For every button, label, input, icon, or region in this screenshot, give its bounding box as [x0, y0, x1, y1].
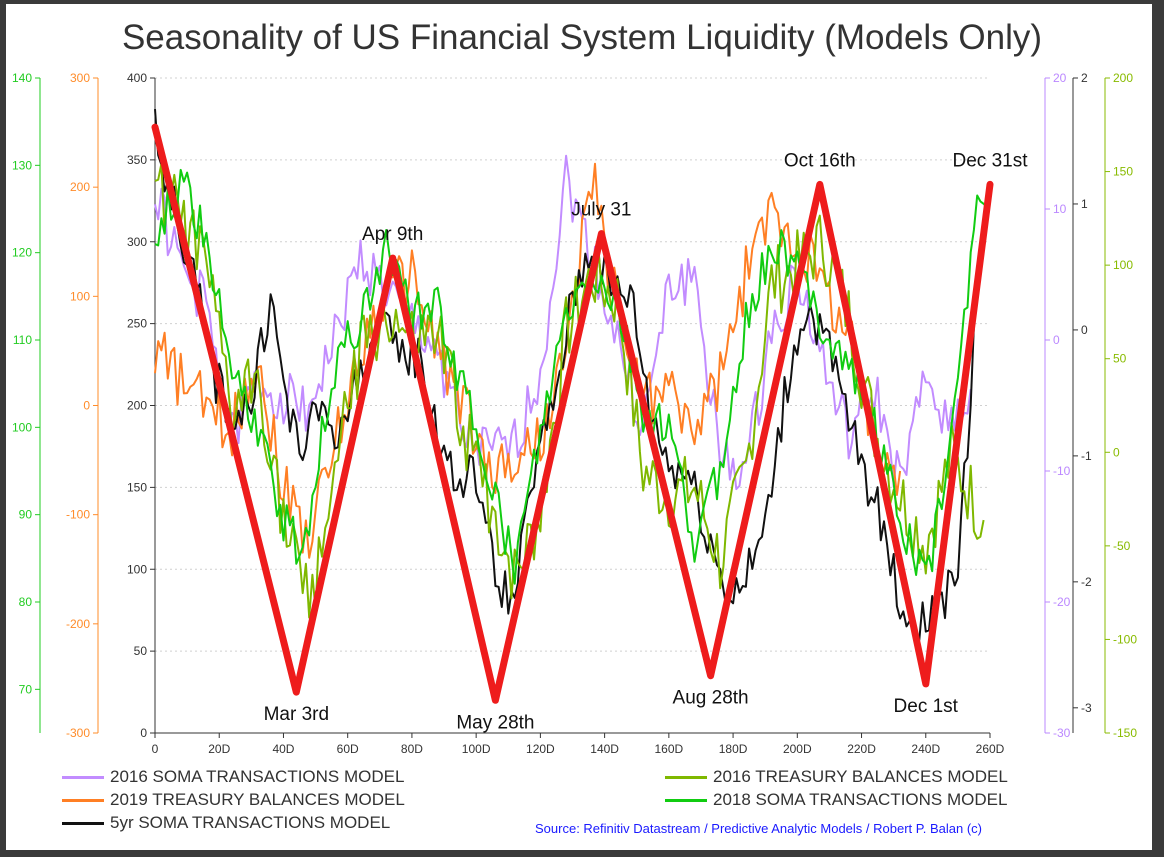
annotation-label: Oct 16th [784, 150, 856, 171]
y-tick-label-orange: 100 [70, 289, 90, 303]
y-tick-label-purple: -30 [1053, 726, 1071, 740]
y-tick-label-olive: 200 [1113, 71, 1133, 85]
annotation-label: Mar 3rd [264, 704, 329, 725]
y-tick-label-green: 80 [19, 595, 33, 609]
y-tick-label-olive: 0 [1113, 445, 1120, 459]
annotation-label: Dec 31st [953, 150, 1029, 171]
y-tick-label-main: 250 [127, 317, 147, 331]
series-line-2 [154, 109, 979, 645]
y-tick-label-olive: 150 [1113, 165, 1133, 179]
y-tick-label-purple: -20 [1053, 595, 1071, 609]
legend-label: 2016 SOMA TRANSACTIONS MODEL [110, 767, 405, 786]
y-tick-label-olive: -100 [1113, 632, 1137, 646]
annotation-label: Aug 28th [673, 688, 749, 709]
y-tick-label-orange: 200 [70, 180, 90, 194]
y-tick-label-green: 130 [12, 158, 32, 172]
y-tick-label-olive: -50 [1113, 539, 1131, 553]
legend-item: 2016 TREASURY BALANCES MODEL [665, 767, 1008, 787]
y-tick-label-main: 0 [140, 726, 147, 740]
x-tick-label: 240D [911, 742, 940, 756]
y-tick-label-purple: 20 [1053, 71, 1067, 85]
legend-swatch [665, 798, 707, 802]
annotation-label: July 31 [571, 200, 631, 221]
chart-title: Seasonality of US Financial System Liqui… [121, 18, 1043, 57]
y-tick-label-black: -1 [1081, 449, 1092, 463]
annotation-label: Dec 1st [894, 696, 959, 717]
y-tick-label-main: 150 [127, 480, 147, 494]
x-tick-label: 80D [401, 742, 423, 756]
y-tick-label-orange: -300 [66, 726, 90, 740]
x-tick-label: 100D [462, 742, 491, 756]
y-tick-label-black: 1 [1081, 197, 1088, 211]
legend-swatch [62, 821, 104, 825]
y-tick-label-olive: -150 [1113, 726, 1137, 740]
source-note: Source: Refinitiv Datastream / Predictiv… [535, 821, 983, 836]
y-tick-label-orange: -200 [66, 617, 90, 631]
legend-swatch [62, 798, 104, 802]
annotations: Mar 3rd Apr 9th May 28th July 31 Aug 28th Oct… [264, 150, 1029, 733]
y-tick-label-main: 400 [127, 71, 147, 85]
legend-item: 5yr SOMA TRANSACTIONS MODEL [62, 813, 390, 833]
legend-label: 2018 SOMA TRANSACTIONS MODEL [713, 790, 1008, 809]
axes: 050100150200250300350400-300-200-1000100… [12, 71, 1137, 756]
x-tick-label: 120D [526, 742, 555, 756]
y-tick-label-green: 100 [12, 420, 32, 434]
y-tick-label-main: 350 [127, 153, 147, 167]
y-tick-label-green: 120 [12, 246, 32, 260]
trend-overlay-line [151, 123, 994, 704]
y-tick-label-black: 2 [1081, 71, 1088, 85]
y-tick-label-main: 300 [127, 235, 147, 249]
legend-item: 2016 SOMA TRANSACTIONS MODEL [62, 767, 404, 787]
y-tick-label-green: 140 [12, 71, 32, 85]
y-tick-label-purple: 0 [1053, 333, 1060, 347]
legend-label: 5yr SOMA TRANSACTIONS MODEL [110, 813, 391, 832]
y-tick-label-main: 100 [127, 562, 147, 576]
series-line-0 [154, 154, 972, 491]
x-tick-label: 60D [337, 742, 359, 756]
y-tick-label-black: 0 [1081, 323, 1088, 337]
series-line-4 [154, 168, 991, 585]
x-tick-label: 0 [152, 742, 159, 756]
y-tick-label-orange: 0 [83, 399, 90, 413]
x-tick-label: 40D [272, 742, 294, 756]
x-tick-label: 160D [655, 742, 684, 756]
annotation-label: Apr 9th [362, 224, 423, 245]
annotation-label: May 28th [456, 712, 534, 733]
y-tick-label-olive: 100 [1113, 258, 1133, 272]
y-tick-label-purple: 10 [1053, 202, 1067, 216]
legend-item: 2019 TREASURY BALANCES MODEL [62, 790, 405, 810]
x-tick-label: 220D [847, 742, 876, 756]
x-tick-label: 200D [783, 742, 812, 756]
y-tick-label-main: 50 [134, 644, 148, 658]
y-tick-label-green: 90 [19, 508, 33, 522]
legend-label: 2019 TREASURY BALANCES MODEL [110, 790, 405, 809]
y-tick-label-black: -3 [1081, 701, 1092, 715]
x-tick-label: 140D [590, 742, 619, 756]
legend-swatch [62, 775, 104, 779]
legend-label: 2016 TREASURY BALANCES MODEL [713, 767, 1008, 786]
y-tick-label-orange: -100 [66, 508, 90, 522]
y-tick-label-olive: 50 [1113, 352, 1127, 366]
y-tick-label-black: -2 [1081, 575, 1092, 589]
y-tick-label-orange: 300 [70, 71, 90, 85]
y-tick-label-main: 200 [127, 399, 147, 413]
legend-swatch [665, 775, 707, 779]
y-tick-label-purple: -10 [1053, 464, 1071, 478]
y-tick-label-green: 70 [19, 682, 33, 696]
x-tick-label: 260D [976, 742, 1005, 756]
series-lines [151, 109, 994, 704]
y-tick-label-green: 110 [13, 333, 32, 347]
x-tick-label: 20D [208, 742, 230, 756]
legend-item: 2018 SOMA TRANSACTIONS MODEL [665, 790, 1007, 810]
x-tick-label: 180D [719, 742, 748, 756]
